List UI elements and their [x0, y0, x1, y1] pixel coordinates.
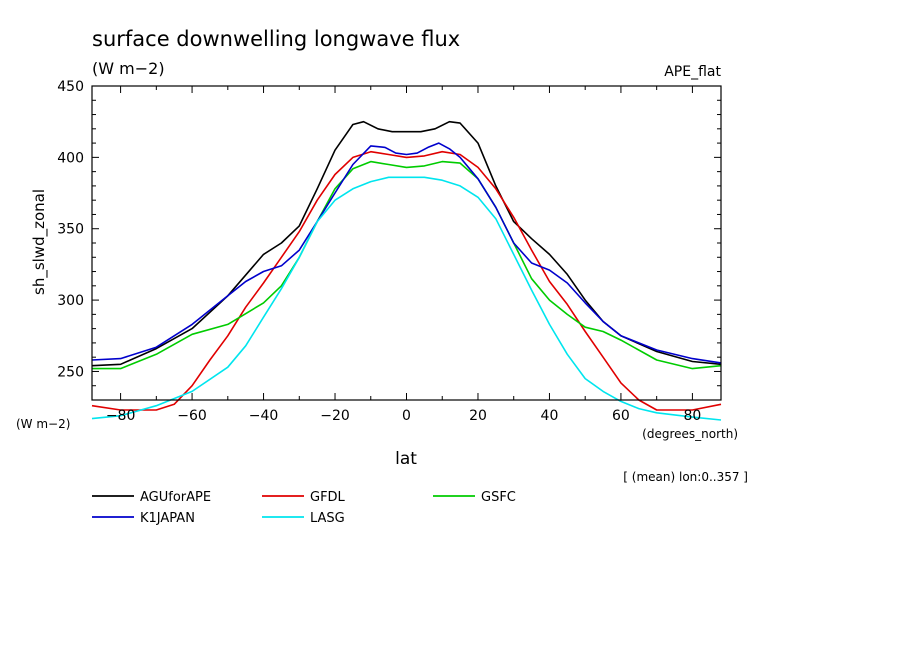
legend-label-lasg: LASG — [310, 511, 345, 526]
axes-layer: −80 −60 −40 −20 0 20 40 60 80 250 300 350 400 450 — [57, 79, 722, 424]
x-tick-label: 20 — [469, 408, 487, 424]
legend-label-k1japan: K1JAPAN — [140, 511, 195, 526]
legend-label-gfdl: GFDL — [310, 490, 346, 505]
x-tick-label: −20 — [320, 408, 350, 424]
y-tick-label: 450 — [57, 79, 84, 95]
series-line-aguforape — [91, 120, 722, 367]
y-units-label: (W m−2) — [16, 417, 70, 431]
series-line-gfdl — [91, 150, 722, 411]
series-layer — [91, 120, 722, 421]
y-axis-label: sh_slwd_zonal — [30, 189, 49, 295]
series-line-lasg — [91, 176, 722, 421]
y-tick-label: 350 — [57, 222, 84, 238]
x-tick-label: 0 — [402, 408, 411, 424]
x-tick-label: −80 — [106, 408, 136, 424]
chart-title: surface downwelling longwave flux — [92, 27, 460, 51]
legend-label-aguforape: AGUforAPE — [140, 490, 211, 505]
x-tick-label: 60 — [612, 408, 630, 424]
x-units-label: (degrees_north) — [642, 427, 738, 441]
legend: AGUforAPE GFDL GSFC K1JAPAN LASG — [92, 490, 516, 526]
legend-label-gsfc: GSFC — [481, 490, 516, 505]
dataset-label: APE_flat — [664, 64, 721, 80]
plot-frame — [91, 85, 722, 401]
y-tick-label: 250 — [57, 364, 84, 380]
series-line-k1japan — [91, 142, 722, 364]
footnote: [ (mean) lon:0..357 ] — [623, 470, 748, 484]
x-tick-label: 80 — [683, 408, 701, 424]
x-tick-label: −40 — [249, 408, 279, 424]
series-line-gsfc — [92, 160, 722, 370]
y-tick-label: 300 — [57, 293, 84, 309]
x-tick-label: −60 — [177, 408, 207, 424]
x-axis-label: lat — [395, 449, 417, 469]
y-tick-label: 400 — [57, 150, 84, 166]
x-tick-label: 40 — [541, 408, 559, 424]
units-label: (W m−2) — [92, 59, 165, 78]
